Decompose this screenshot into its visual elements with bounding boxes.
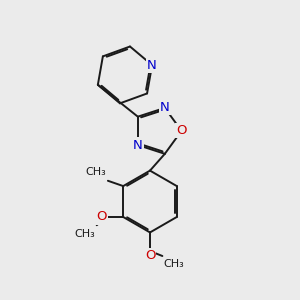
Text: CH₃: CH₃ xyxy=(74,230,95,239)
Text: N: N xyxy=(160,101,170,114)
Text: O: O xyxy=(96,211,107,224)
Text: CH₃: CH₃ xyxy=(164,259,184,269)
Text: O: O xyxy=(176,124,187,137)
Text: CH₃: CH₃ xyxy=(85,167,106,177)
Text: N: N xyxy=(147,58,157,71)
Text: O: O xyxy=(145,249,155,262)
Text: N: N xyxy=(133,139,143,152)
